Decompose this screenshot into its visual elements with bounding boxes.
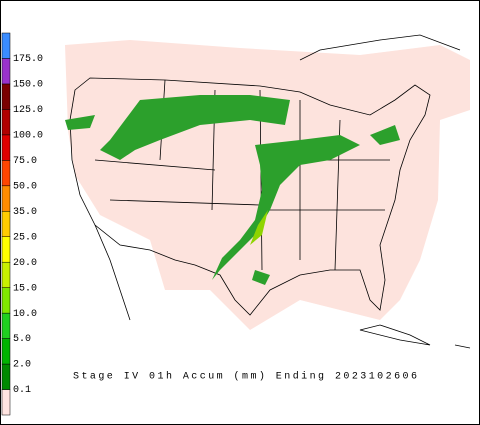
legend-swatch — [1, 363, 11, 390]
legend-swatch — [1, 236, 11, 263]
legend-label: 35.0 — [13, 207, 37, 218]
precip-area — [370, 125, 400, 145]
legend-label: 2.0 — [13, 360, 31, 371]
legend-label: 10.0 — [13, 309, 37, 320]
legend-label: 175.0 — [13, 54, 43, 65]
legend-swatch — [1, 134, 11, 161]
legend-swatch — [1, 312, 11, 339]
legend-swatch — [1, 160, 11, 187]
precip-area — [212, 135, 360, 280]
country-outline — [69, 77, 431, 316]
legend-swatch — [1, 338, 11, 365]
precip-area — [100, 95, 290, 160]
precip-core — [250, 210, 268, 245]
legend-label: 15.0 — [13, 283, 37, 294]
legend-swatch — [1, 32, 11, 59]
legend-swatch — [1, 185, 11, 212]
caribbean — [359, 324, 471, 349]
neighbor-coasts — [94, 34, 461, 321]
legend-label: 20.0 — [13, 258, 37, 269]
legend-swatch — [1, 58, 11, 85]
legend-label: 150.0 — [13, 80, 43, 91]
map-title: Stage IV 01h Accum (mm) Ending 202310260… — [73, 371, 417, 383]
precip-area — [252, 270, 270, 285]
legend-swatch — [1, 109, 11, 136]
precip-area — [65, 115, 95, 130]
legend-swatch — [1, 83, 11, 110]
legend-label: 75.0 — [13, 156, 37, 167]
legend-label: 50.0 — [13, 181, 37, 192]
legend-label: 125.0 — [13, 105, 43, 116]
legend-swatch — [1, 287, 11, 314]
legend-swatch — [1, 211, 11, 237]
legend-label: 5.0 — [13, 334, 31, 345]
legend-swatch — [1, 261, 11, 288]
legend-label: 100.0 — [13, 131, 43, 142]
legend-swatch — [1, 389, 11, 416]
legend-label: 0.1 — [13, 385, 31, 396]
legend-label: 25.0 — [13, 232, 37, 243]
